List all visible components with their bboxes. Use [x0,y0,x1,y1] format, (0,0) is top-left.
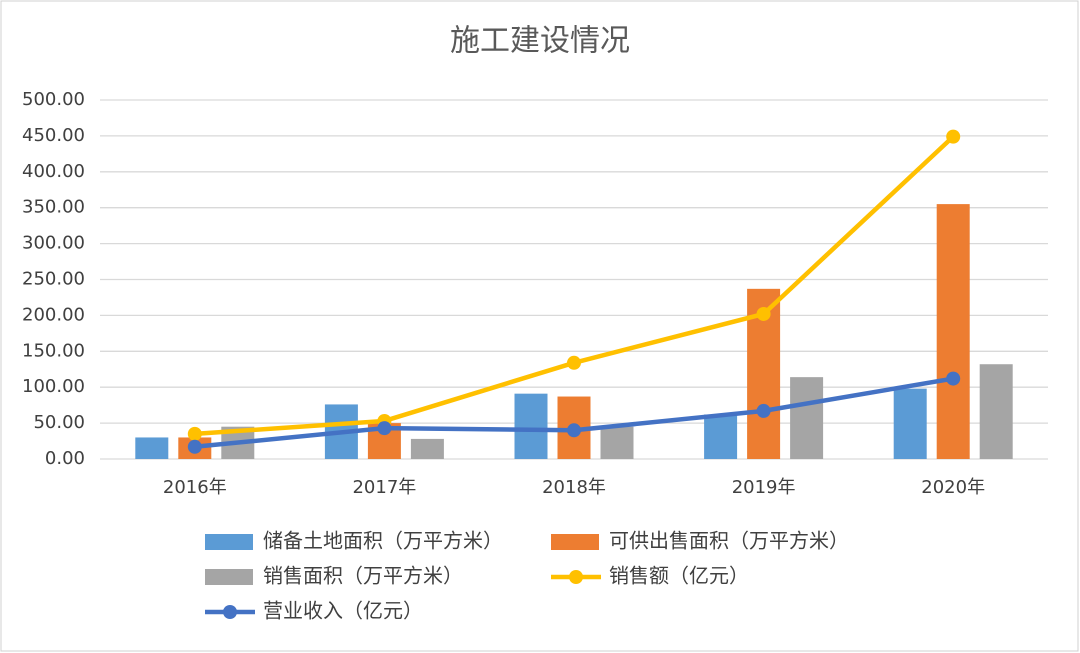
x-tick-label: 2019年 [732,477,796,498]
bar [936,204,970,459]
marker [567,423,581,438]
legend-label: 营业收入（亿元） [263,599,423,623]
y-tick-label: 200.00 [22,304,85,325]
bar [790,377,824,459]
legend-label: 可供出售面积（万平方米） [609,529,849,553]
y-tick-label: 50.00 [33,412,85,433]
y-tick-label: 350.00 [22,197,85,218]
marker [946,129,961,144]
y-tick-label: 0.00 [45,448,85,469]
legend-swatch [223,605,237,619]
y-tick-label: 450.00 [22,125,85,146]
chart-title: 施工建设情况 [450,24,630,59]
bar [704,414,738,459]
bar [135,437,169,459]
y-tick-label: 400.00 [22,161,85,182]
y-tick-label: 500.00 [22,89,85,110]
marker [187,426,202,441]
marker [187,439,202,454]
legend-swatch [569,570,583,584]
legend-swatch [205,569,253,585]
bar [979,364,1013,459]
legend-swatch [205,534,253,550]
marker [567,355,581,370]
legend-label: 储备土地面积（万平方米） [263,529,503,553]
x-tick-label: 2018年 [542,477,606,498]
y-tick-label: 150.00 [22,340,85,361]
x-tick-label: 2016年 [163,477,227,498]
marker [756,306,771,321]
x-tick-label: 2017年 [352,477,416,498]
bar [410,438,444,459]
marker [377,421,392,436]
legend-swatch [551,534,599,550]
marker [946,371,961,386]
y-tick-label: 250.00 [22,269,85,290]
legend-label: 销售额（亿元） [609,564,749,588]
y-tick-label: 300.00 [22,233,85,254]
bar [893,388,927,459]
bar [600,426,634,459]
y-tick-label: 100.00 [22,376,85,397]
legend-label: 销售面积（万平方米） [263,564,463,588]
bar [514,393,548,459]
x-tick-label: 2020年 [921,477,985,498]
marker [756,403,771,418]
